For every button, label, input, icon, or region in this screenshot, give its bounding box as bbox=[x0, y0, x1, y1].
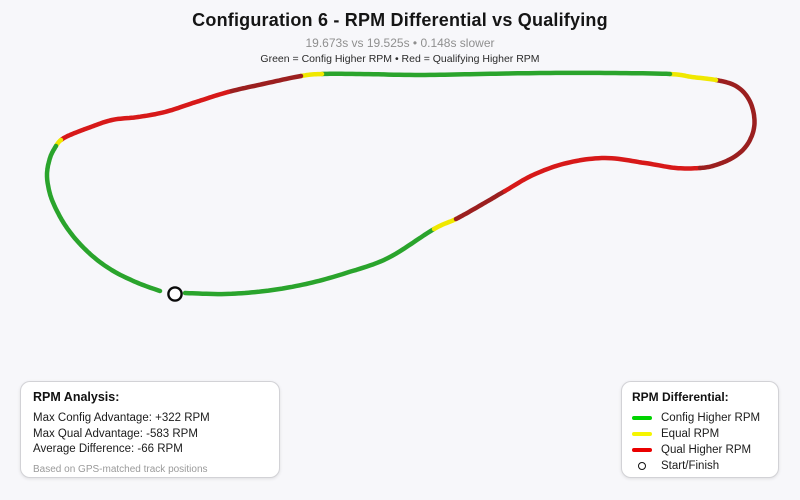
average-difference: Average Difference: -66 RPM bbox=[33, 443, 183, 455]
legend-item-label: Start/Finish bbox=[661, 459, 720, 472]
legend-item-label: Qual Higher RPM bbox=[661, 443, 752, 456]
track-segment-yellow bbox=[298, 71, 325, 79]
lap-time-subtitle: 19.673s vs 19.525s • 0.148s slower bbox=[305, 36, 495, 50]
track-segment-red bbox=[502, 155, 703, 194]
chart-header: Configuration 6 - RPM Differential vs Qu… bbox=[0, 0, 800, 65]
legend-title: RPM Differential: bbox=[632, 390, 729, 404]
page-title: Configuration 6 - RPM Differential vs Qu… bbox=[192, 10, 608, 30]
track-segment-yellow bbox=[667, 71, 719, 83]
track-segment-red bbox=[58, 89, 231, 143]
track-segment-darkred bbox=[225, 73, 304, 95]
legend-item-label: Equal RPM bbox=[661, 427, 720, 440]
legend-item-config-higher: Config Higher RPM bbox=[632, 410, 768, 425]
track-segment-yellow bbox=[431, 216, 459, 232]
max-qual-advantage: Max Qual Advantage: -583 RPM bbox=[33, 427, 198, 440]
legend-item-start-finish: Start/Finish bbox=[632, 458, 768, 473]
start-finish-marker bbox=[167, 286, 183, 302]
track-segment-green bbox=[44, 143, 163, 294]
legend-item-label: Config Higher RPM bbox=[661, 411, 761, 424]
track-segment-darkred bbox=[453, 188, 508, 222]
yellow-line-swatch bbox=[632, 431, 652, 436]
green-line-swatch bbox=[632, 415, 652, 420]
marker-cell bbox=[632, 461, 652, 470]
rpm-analysis-panel: RPM Analysis: Max Config Advantage: +322… bbox=[20, 381, 280, 478]
red-line-swatch bbox=[632, 447, 652, 452]
max-config-advantage: Max Config Advantage: +322 RPM bbox=[33, 412, 210, 424]
analysis-footnote: Based on GPS-matched track positions bbox=[33, 463, 208, 475]
legend-item-qual-higher: Qual Higher RPM bbox=[632, 442, 768, 457]
start-finish-icon bbox=[638, 461, 646, 470]
legend-item-equal: Equal RPM bbox=[632, 426, 768, 441]
track-segment-darkred bbox=[697, 77, 757, 171]
color-key-subtitle: Green = Config Higher RPM • Red = Qualif… bbox=[260, 53, 540, 65]
rpm-analysis-title: RPM Analysis: bbox=[33, 390, 120, 404]
rpm-differential-legend: RPM Differential: Config Higher RPM Equa… bbox=[621, 381, 779, 478]
track-segment-green bbox=[182, 226, 437, 297]
track-segment-green bbox=[319, 70, 673, 78]
